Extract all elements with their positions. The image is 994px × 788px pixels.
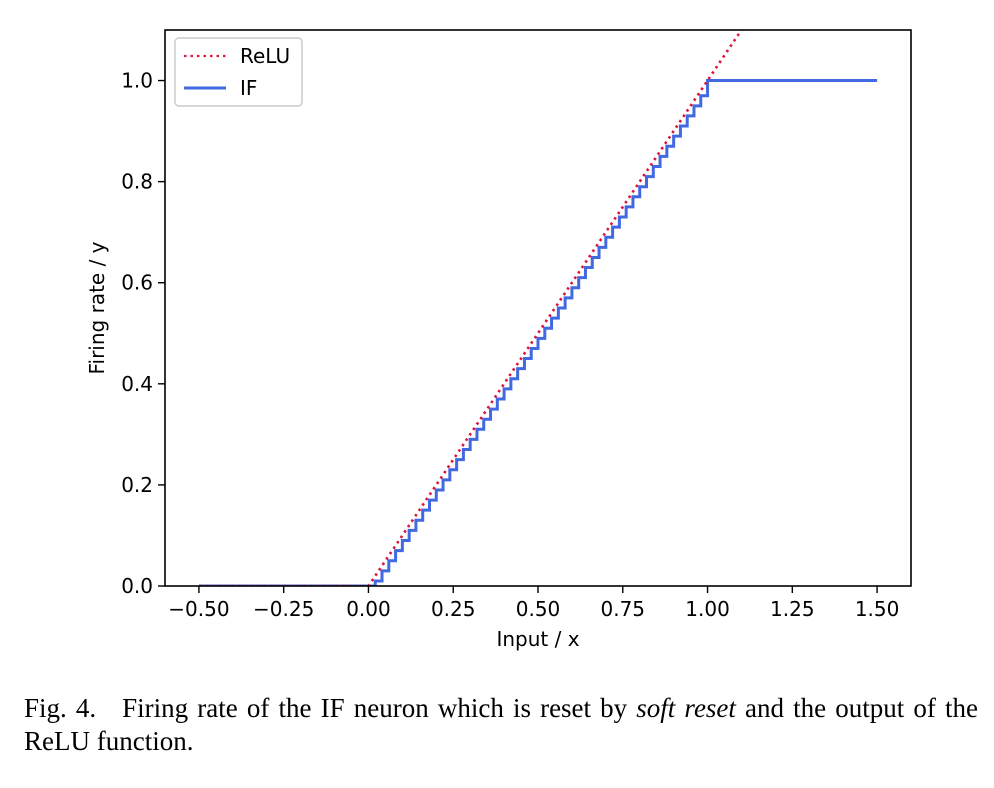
x-tick-label: 0.75 (601, 597, 646, 621)
y-tick-label: 0.6 (121, 271, 153, 295)
y-tick-label: 0.4 (121, 372, 153, 396)
legend-label-relu: ReLU (240, 44, 290, 68)
y-tick-label: 0.2 (121, 473, 153, 497)
x-tick-label: −0.25 (253, 597, 314, 621)
x-tick-label: 0.50 (516, 597, 561, 621)
figure-number: Fig. 4. (24, 693, 97, 723)
series-layer (198, 30, 878, 586)
chart-background (0, 0, 994, 660)
x-axis-label: Input / x (496, 627, 579, 651)
figure-caption: Fig. 4. Firing rate of the IF neuron whic… (24, 692, 978, 758)
ticks-layer: −0.50 −0.25 0.00 0.25 0.50 0.75 1.00 1.25 1.50 0.… (121, 69, 899, 621)
x-tick-label: 1.00 (685, 597, 730, 621)
y-axis-label: Firing rate / y (85, 241, 109, 374)
y-tick-label: 0.8 (121, 170, 153, 194)
chart: −0.50 −0.25 0.00 0.25 0.50 0.75 1.00 1.25 1.50 0.… (0, 0, 994, 660)
caption-text-after: and the output of the ReLU function. (24, 693, 978, 756)
x-tick-label: −0.50 (168, 597, 229, 621)
plot-frame (164, 29, 912, 587)
legend: ReLU IF (174, 37, 303, 107)
caption-emphasis: soft reset (636, 693, 736, 723)
caption-text-before: Firing rate of the IF neuron which is re… (122, 693, 637, 723)
x-tick-label: 1.25 (770, 597, 815, 621)
x-tick-label: 0.00 (346, 597, 391, 621)
legend-label-if: IF (240, 76, 257, 100)
x-tick-label: 0.25 (431, 597, 476, 621)
series-line-if (198, 79, 878, 586)
x-tick-label: 1.50 (855, 597, 900, 621)
y-tick-label: 0.0 (121, 574, 153, 598)
y-tick-label: 1.0 (121, 69, 153, 93)
